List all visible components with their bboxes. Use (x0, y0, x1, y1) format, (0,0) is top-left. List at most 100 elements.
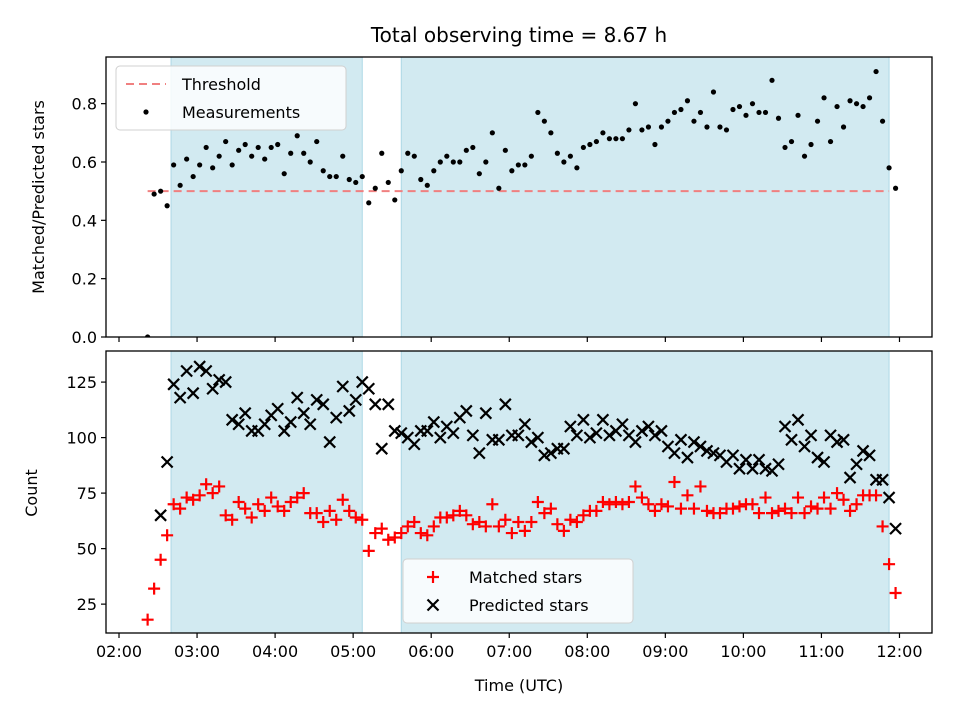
predicted-stars-point (850, 457, 863, 471)
matched-stars-point (779, 502, 792, 515)
measurements-point (554, 150, 560, 156)
predicted-stars-point (368, 398, 382, 411)
matched-stars-point (635, 491, 648, 504)
predicted-stars-point (421, 424, 434, 438)
ratio-panel: 0.0 0.2 0.4 0.6 0.8 Threshold Measurements (72, 56, 933, 347)
matched-stars-point (479, 520, 492, 533)
matched-stars-point (447, 509, 460, 522)
measurements-point (457, 159, 463, 165)
measurements-point (262, 156, 268, 162)
x-tick-label: 12:00 (876, 642, 922, 661)
predicted-stars-point (277, 424, 291, 438)
predicted-stars-point (362, 382, 376, 396)
measurements-point (346, 176, 352, 183)
matched-stars-point (193, 489, 206, 502)
measurements-point (788, 138, 795, 145)
legend-plus-swatch (427, 571, 439, 583)
predicted-stars-point (778, 420, 792, 433)
predicted-stars-point (544, 446, 558, 460)
x-axis-label: Time (UTC) (474, 676, 563, 695)
x-tick-label: 05:00 (330, 642, 376, 661)
predicted-stars-point (160, 455, 174, 469)
matched-stars-point (330, 513, 343, 526)
predicted-stars-point (811, 451, 824, 464)
measurements-point (522, 162, 528, 168)
predicted-stars-point (739, 453, 753, 467)
predicted-stars-point (427, 415, 441, 429)
measurements-point (275, 141, 281, 148)
predicted-stars-point (668, 446, 681, 460)
measurements-point (463, 147, 469, 153)
matched-stars-point (713, 507, 726, 520)
measurements-point (411, 153, 417, 159)
predicted-stars-point (518, 417, 532, 431)
x-tick-label: 03:00 (174, 642, 220, 661)
measurements-point (509, 168, 515, 174)
legend-label: Predicted stars (469, 596, 589, 615)
predicted-stars-point (349, 393, 363, 407)
measurements-point (723, 127, 730, 133)
matched-stars-point (206, 487, 219, 500)
observing-window-band (400, 56, 890, 338)
matched-stars-point (388, 531, 401, 544)
matched-stars-point (883, 558, 896, 571)
measurements-point (203, 144, 209, 151)
predicted-stars-point (531, 431, 545, 444)
matched-stars-point (349, 511, 362, 524)
measurements-point (431, 168, 437, 174)
predicted-stars-point (642, 420, 655, 433)
legend-box (402, 558, 634, 624)
matched-stars-point (818, 491, 831, 504)
matched-stars-point (278, 504, 291, 517)
matched-stars-point (310, 507, 323, 520)
predicted-stars-point (798, 440, 811, 453)
predicted-stars-point (557, 442, 571, 455)
matched-stars-point (661, 500, 674, 513)
predicted-stars-point (843, 471, 857, 484)
predicted-stars-point (648, 429, 662, 442)
matched-stars-point (577, 509, 590, 522)
measurements-point (658, 124, 665, 130)
predicted-stars-point (616, 417, 629, 431)
matched-stars-point (622, 495, 635, 508)
measurements-point (587, 141, 593, 148)
matched-stars-point (733, 500, 746, 513)
measurements-point (834, 103, 840, 110)
measurements-point (353, 179, 359, 186)
matched-stars-point (876, 520, 889, 533)
matched-stars-point (850, 498, 863, 511)
measurements-point (678, 106, 684, 113)
matched-stars-point (180, 491, 193, 504)
measurements-point (158, 188, 164, 194)
measurements-point (177, 182, 183, 188)
matched-stars-point (805, 500, 818, 513)
matched-stars-point (219, 509, 232, 522)
legend-dot-swatch (143, 109, 149, 115)
predicted-stars-point (746, 462, 759, 475)
matched-stars-point (512, 515, 525, 528)
matched-stars-point (362, 544, 375, 557)
measurements-point (821, 95, 827, 101)
legend: Matched stars Predicted stars (402, 558, 634, 624)
measurements-point (223, 138, 229, 145)
predicted-stars-point (219, 375, 232, 389)
predicted-stars-point (303, 417, 317, 431)
matched-stars-point (252, 498, 265, 511)
predicted-stars-point (466, 429, 480, 442)
x-tick-label: 11:00 (798, 642, 844, 661)
measurements-point (795, 112, 801, 118)
matched-stars-point (746, 498, 759, 511)
matched-stars-point (596, 495, 609, 508)
predicted-stars-point (316, 398, 330, 411)
measurements-point (645, 124, 652, 130)
matched-stars-point (538, 507, 551, 520)
matched-stars-point (265, 491, 278, 504)
matched-stars-point (525, 515, 538, 528)
measurements-point (405, 150, 411, 156)
count-points (141, 360, 902, 626)
matched-stars-point (544, 502, 557, 515)
x-tick-label: 10:00 (720, 642, 766, 661)
predicted-stars-point (434, 431, 447, 444)
measurements-point (236, 147, 242, 153)
